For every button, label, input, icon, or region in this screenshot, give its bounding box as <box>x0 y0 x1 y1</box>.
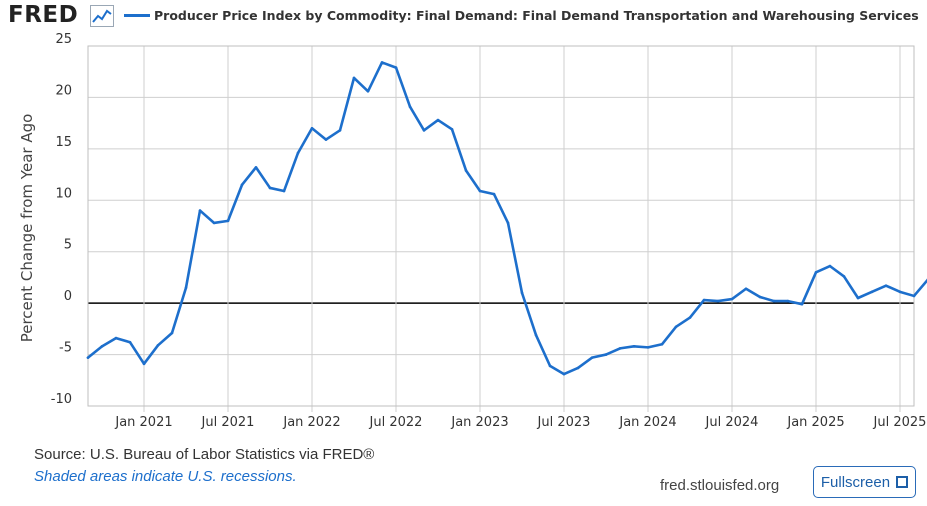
data-point[interactable] <box>240 183 244 187</box>
y-tick-label: -10 <box>51 392 72 407</box>
data-point[interactable] <box>870 290 874 294</box>
fred-graph-icon <box>90 5 114 27</box>
data-point[interactable] <box>548 364 552 368</box>
fullscreen-icon <box>896 476 909 488</box>
data-point[interactable] <box>884 284 888 287</box>
data-point[interactable] <box>310 126 314 130</box>
data-point[interactable] <box>422 129 426 132</box>
data-point[interactable] <box>198 209 202 212</box>
data-point[interactable] <box>912 294 916 298</box>
data-point[interactable] <box>380 61 384 64</box>
data-point[interactable] <box>128 340 132 344</box>
y-tick-label: 25 <box>55 32 72 47</box>
data-point[interactable] <box>296 151 300 155</box>
data-point[interactable] <box>562 372 566 376</box>
data-point[interactable] <box>576 366 580 370</box>
fred-logo[interactable]: FRED <box>8 2 79 28</box>
data-point[interactable] <box>856 296 860 300</box>
plot-area <box>87 45 915 407</box>
data-point[interactable] <box>520 291 524 295</box>
data-point[interactable] <box>814 270 818 274</box>
y-tick-label: 20 <box>55 83 72 98</box>
data-point[interactable] <box>646 346 650 349</box>
data-point[interactable] <box>464 169 468 172</box>
series-group <box>86 61 927 376</box>
data-point[interactable] <box>170 331 174 335</box>
data-point[interactable] <box>618 347 622 350</box>
y-axis-label: Percent Change from Year Ago <box>18 114 36 343</box>
source-text: Source: U.S. Bureau of Labor Statistics … <box>34 446 375 463</box>
line-chart: 25 20 15 10 5 0 -5 -10 Jan 2021 Jul 2021 Jan 2022… <box>18 32 927 430</box>
data-point[interactable] <box>898 290 902 294</box>
data-point[interactable] <box>688 316 692 319</box>
data-point[interactable] <box>800 302 804 306</box>
data-point[interactable] <box>184 286 188 290</box>
data-point[interactable] <box>492 192 496 196</box>
data-point[interactable] <box>212 221 216 225</box>
x-tick-label: Jul 2021 <box>201 415 255 430</box>
data-point[interactable] <box>268 186 272 190</box>
x-tick-label: Jan 2023 <box>450 415 508 430</box>
data-point[interactable] <box>506 221 510 225</box>
fred-url-link[interactable]: fred.stlouisfed.org <box>660 477 780 494</box>
x-tick-label: Jul 2025 <box>873 415 927 430</box>
data-point[interactable] <box>702 298 706 302</box>
grid-lines <box>88 45 914 412</box>
series-line[interactable] <box>86 61 927 376</box>
y-tick-label: 10 <box>55 186 72 201</box>
x-tick-label: Jul 2022 <box>369 415 423 430</box>
y-tick-label: 5 <box>64 238 72 253</box>
data-point[interactable] <box>86 356 90 359</box>
data-point[interactable] <box>632 345 636 348</box>
x-tick-label: Jul 2023 <box>537 415 591 430</box>
data-point[interactable] <box>716 299 720 303</box>
data-point[interactable] <box>772 299 776 303</box>
data-point[interactable] <box>100 345 104 348</box>
data-point[interactable] <box>450 128 454 131</box>
data-point[interactable] <box>394 66 398 69</box>
x-tick-label: Jan 2021 <box>114 415 172 430</box>
data-point[interactable] <box>478 189 482 193</box>
data-point[interactable] <box>590 356 594 359</box>
fullscreen-button[interactable]: Fullscreen <box>813 466 916 498</box>
y-tick-label: 0 <box>64 289 72 304</box>
legend-swatch <box>124 14 150 17</box>
y-tick-label: 15 <box>55 135 72 150</box>
data-point[interactable] <box>366 89 370 93</box>
y-tick-label: -5 <box>59 341 72 356</box>
x-tick-label: Jan 2025 <box>786 415 844 430</box>
data-point[interactable] <box>604 353 608 356</box>
recession-note: Shaded areas indicate U.S. recessions. <box>34 468 297 485</box>
data-point[interactable] <box>142 362 146 366</box>
data-point[interactable] <box>226 219 230 223</box>
data-point[interactable] <box>338 129 342 132</box>
data-point[interactable] <box>786 299 790 303</box>
data-point[interactable] <box>408 105 412 108</box>
data-point[interactable] <box>436 118 440 122</box>
data-point[interactable] <box>828 264 832 268</box>
chart-header: FRED Producer Price Index by Commodity: … <box>0 0 927 34</box>
data-point[interactable] <box>324 138 328 141</box>
x-tick-label: Jan 2022 <box>282 415 340 430</box>
data-point[interactable] <box>730 297 734 301</box>
y-axis-ticks: 25 20 15 10 5 0 -5 -10 <box>51 32 72 407</box>
data-point[interactable] <box>660 342 664 346</box>
data-point[interactable] <box>254 166 258 169</box>
chart-title: Producer Price Index by Commodity: Final… <box>154 8 919 23</box>
data-point[interactable] <box>842 275 846 278</box>
data-point[interactable] <box>744 287 748 291</box>
data-point[interactable] <box>114 336 118 340</box>
data-point[interactable] <box>352 76 356 80</box>
data-point[interactable] <box>534 333 538 337</box>
data-point[interactable] <box>156 344 160 347</box>
fullscreen-label: Fullscreen <box>820 473 891 491</box>
data-point[interactable] <box>282 189 286 193</box>
x-tick-label: Jul 2024 <box>705 415 759 430</box>
x-axis-ticks: Jan 2021 Jul 2021 Jan 2022 Jul 2022 Jan 2023… <box>114 415 926 430</box>
x-tick-label: Jan 2024 <box>618 415 676 430</box>
data-point[interactable] <box>758 295 762 299</box>
data-point[interactable] <box>674 325 678 329</box>
